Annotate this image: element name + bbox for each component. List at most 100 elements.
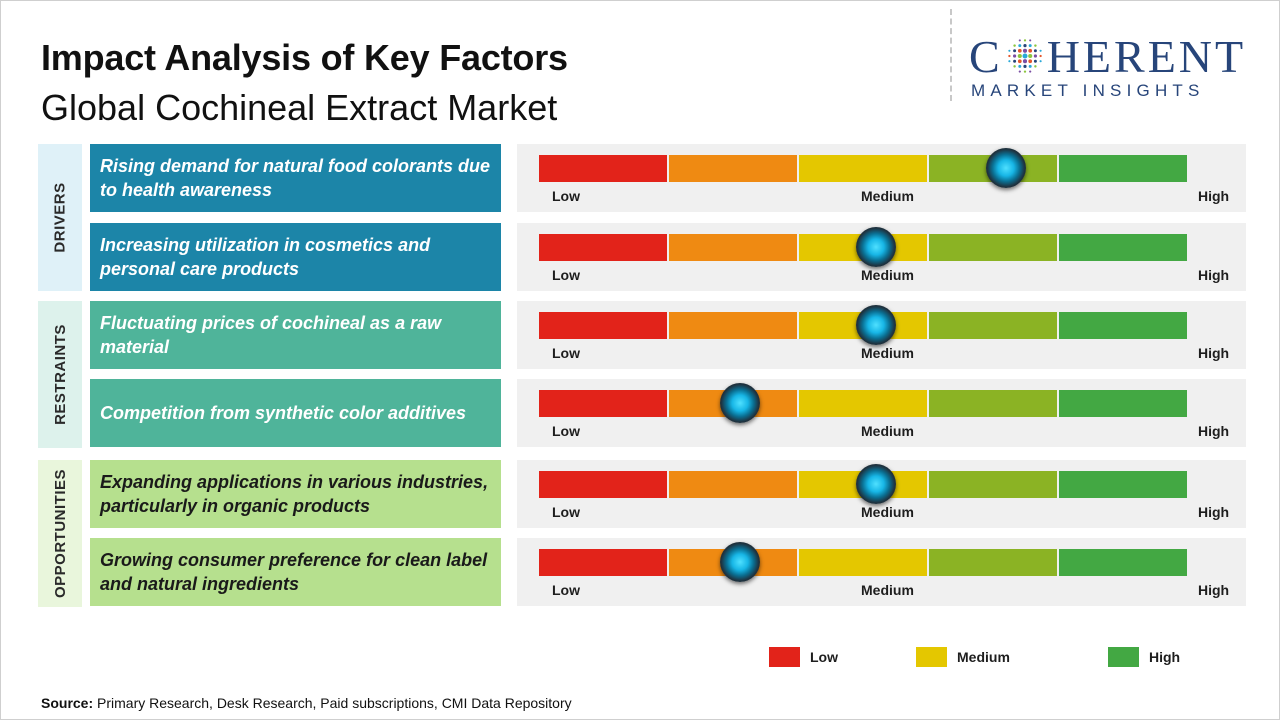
impact-gauge-restraints-2: Low Medium High [517, 379, 1246, 447]
gauge-band-2 [669, 471, 797, 498]
legend-item-low: Low [769, 646, 838, 668]
logo-dot [1018, 70, 1021, 73]
impact-gauge-opportunities-2: Low Medium High [517, 538, 1246, 606]
logo-dot [1017, 48, 1022, 53]
gauge-label-low: Low [552, 267, 580, 283]
logo-wordmark: C HERENT [969, 31, 1246, 83]
logo-dot [1012, 49, 1016, 53]
gauge-label-high: High [1198, 582, 1230, 598]
logo-dot [1022, 59, 1027, 64]
logo-dot [1033, 44, 1037, 47]
impact-gauge-drivers-1: Low Medium High [517, 144, 1246, 212]
gauge-band-2 [669, 234, 797, 261]
logo-dot [1023, 44, 1027, 48]
legend-label-high: High [1149, 649, 1181, 665]
gauge-band-3 [799, 155, 927, 182]
impact-marker [855, 227, 896, 267]
legend-swatch-low [769, 647, 800, 667]
legend-item-high: High [1108, 646, 1180, 668]
gauge-label-medium: Medium [861, 345, 914, 361]
gauge-band-1 [539, 312, 667, 339]
factor-text: Increasing utilization in cosmetics and … [100, 235, 431, 279]
gauge-band-4 [929, 471, 1057, 498]
logo-dot [1033, 49, 1037, 53]
logo-dot [1007, 54, 1011, 58]
logo-dot [1039, 54, 1042, 58]
impact-marker [719, 383, 760, 423]
legend-swatch-high [1108, 647, 1139, 667]
logo-dot [1017, 44, 1021, 48]
gauge-label-high: High [1198, 504, 1230, 520]
factor-text: Growing consumer preference for clean la… [100, 550, 488, 594]
source-text: Primary Research, Desk Research, Paid su… [97, 695, 572, 711]
gauge-label-low: Low [552, 345, 580, 361]
gauge-label-low: Low [552, 423, 580, 439]
factor-text: Competition from synthetic color additiv… [100, 403, 467, 423]
logo-dot [1023, 39, 1026, 42]
gauge-band-2 [669, 312, 797, 339]
gauge-band-2 [669, 155, 797, 182]
gauge-band-3 [799, 390, 927, 417]
logo-dot [1033, 65, 1037, 68]
logo-dot [1018, 39, 1021, 42]
gauge-label-high: High [1198, 267, 1230, 283]
logo-dot [1039, 49, 1042, 52]
category-label-drivers: DRIVERS [51, 182, 69, 253]
impact-marker [855, 464, 896, 504]
logo-dot [1017, 64, 1021, 68]
factor-restraints-1: Fluctuating prices of cochineal as a raw… [90, 301, 501, 369]
source-note: Source: Primary Research, Desk Research,… [41, 695, 572, 711]
legend-label-low: Low [810, 649, 838, 665]
gauge-band-5 [1059, 390, 1187, 417]
impact-gauge-opportunities-1: Low Medium High [517, 460, 1246, 528]
gauge-band-4 [929, 549, 1057, 576]
gauge-band-1 [539, 471, 667, 498]
gauge-band-3 [799, 549, 927, 576]
gauge-band-4 [929, 390, 1057, 417]
logo-dot [1027, 53, 1032, 59]
logo-divider [950, 9, 952, 101]
category-drivers: DRIVERS [38, 144, 82, 291]
gauge-band-5 [1059, 234, 1187, 261]
gauge-band-1 [539, 549, 667, 576]
impact-gauge-drivers-2: Low Medium High [517, 223, 1246, 291]
logo-dot [1023, 64, 1027, 68]
impact-gauge-restraints-1: Low Medium High [517, 301, 1246, 369]
logo-dot [1028, 64, 1032, 68]
gauge-band-1 [539, 390, 667, 417]
coherent-logo: C HERENT MARKET INSIGHTS [969, 31, 1269, 103]
source-label: Source: [41, 695, 94, 711]
logo-dot [1028, 70, 1031, 73]
logo-dot [1028, 44, 1032, 48]
factor-text: Rising demand for natural food colorants… [100, 156, 491, 200]
logo-dot-globe-icon [1007, 39, 1042, 73]
logo-dot [1017, 53, 1022, 59]
gauge-band-1 [539, 155, 667, 182]
factor-opportunities-1: Expanding applications in various indust… [90, 460, 501, 528]
factor-drivers-2: Increasing utilization in cosmetics and … [90, 223, 501, 291]
logo-letters-herent: HERENT [1046, 31, 1247, 82]
gauge-band-4 [929, 234, 1057, 261]
factor-text: Fluctuating prices of cochineal as a raw… [100, 313, 442, 357]
logo-dot [1033, 59, 1037, 63]
logo-dot [1012, 54, 1016, 58]
logo-dot [1028, 59, 1032, 64]
legend-swatch-medium [916, 647, 947, 667]
logo-dot [1013, 65, 1016, 68]
logo-dot [1022, 48, 1027, 53]
impact-marker [855, 305, 896, 345]
factor-restraints-2: Competition from synthetic color additiv… [90, 379, 501, 447]
gauge-label-medium: Medium [861, 504, 914, 520]
logo-dot [1022, 53, 1028, 59]
gauge-label-medium: Medium [861, 267, 914, 283]
legend-item-medium: Medium [916, 646, 1010, 668]
gauge-label-low: Low [552, 582, 580, 598]
gauge-label-high: High [1198, 188, 1230, 204]
logo-dot [1023, 70, 1026, 73]
logo-dot [1028, 39, 1031, 42]
logo-dot [1017, 59, 1022, 64]
factor-opportunities-2: Growing consumer preference for clean la… [90, 538, 501, 606]
logo-dot [1008, 60, 1011, 63]
logo-dot [1012, 59, 1016, 63]
